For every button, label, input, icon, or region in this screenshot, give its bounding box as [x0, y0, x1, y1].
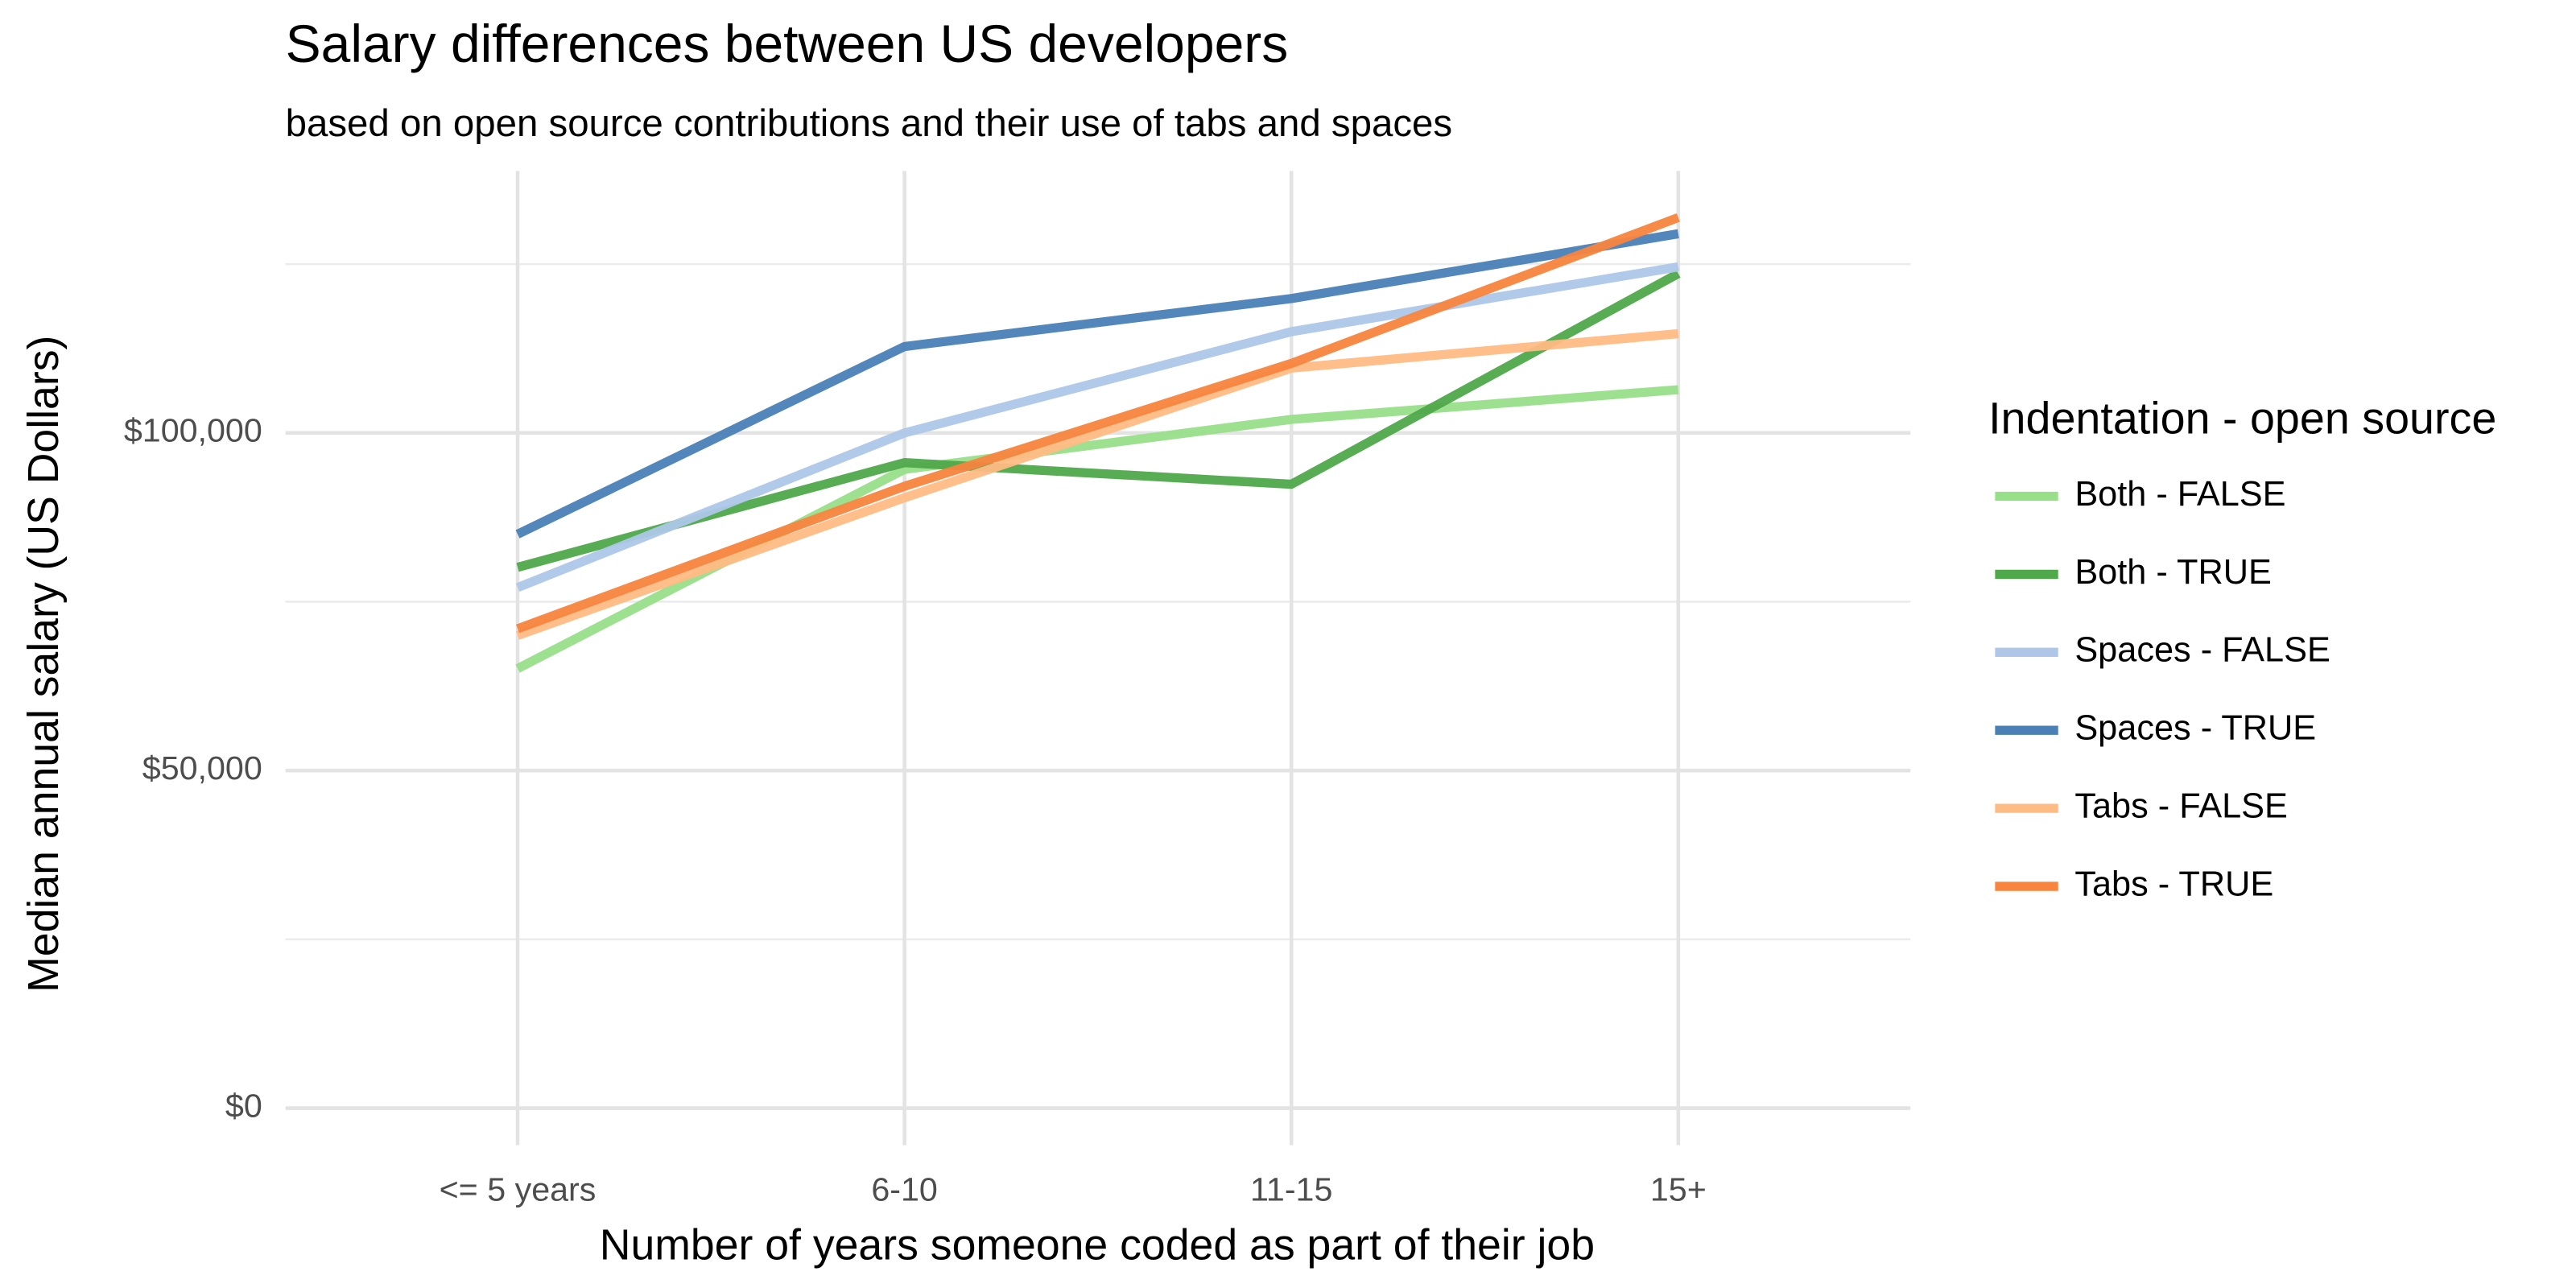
x-axis-title: Number of years someone coded as part of… — [600, 1221, 1595, 1269]
chart-title: Salary differences between US developers — [286, 14, 1289, 73]
legend-title: Indentation - open source — [1988, 393, 2496, 443]
x-tick-label: <= 5 years — [440, 1170, 597, 1208]
legend-label: Tabs - FALSE — [2074, 787, 2288, 826]
legend-label: Tabs - TRUE — [2074, 865, 2273, 903]
y-axis-title: Median annual salary (US Dollars) — [19, 336, 68, 993]
x-tick-label: 11-15 — [1250, 1170, 1332, 1208]
legend-label: Both - TRUE — [2074, 553, 2272, 592]
legend-label: Spaces - FALSE — [2074, 631, 2330, 670]
series-line — [516, 328, 1679, 640]
series-line — [515, 229, 1679, 539]
x-tick-label: 15+ — [1650, 1170, 1707, 1208]
legend-label: Spaces - TRUE — [2074, 709, 2316, 748]
x-tick-label: 6-10 — [871, 1170, 938, 1208]
series-line — [515, 262, 1679, 592]
y-tick-label: $0 — [225, 1087, 262, 1124]
y-tick-label: $100,000 — [124, 412, 262, 449]
y-tick-label: $50,000 — [142, 749, 262, 786]
legend-label: Both - FALSE — [2074, 475, 2285, 514]
chart-subtitle: based on open source contributions and t… — [286, 102, 1453, 145]
series-line — [516, 213, 1680, 634]
